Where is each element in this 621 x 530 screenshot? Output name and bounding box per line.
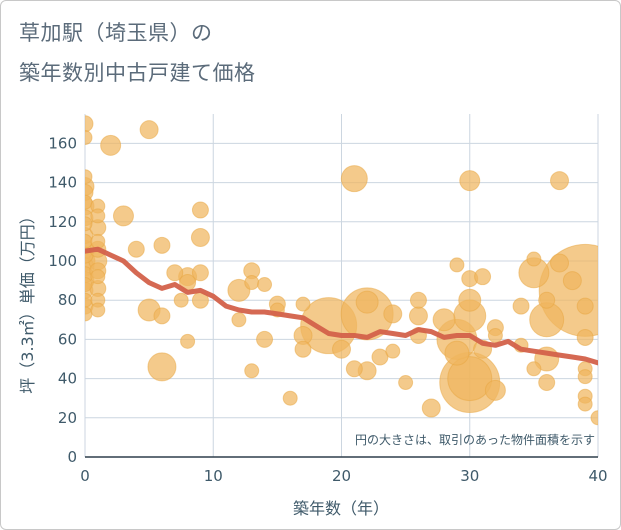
bubble-point (127, 240, 145, 258)
bubble-point (371, 348, 389, 366)
chart-title-line-1: 草加駅（埼玉県）の (19, 21, 213, 45)
bubble-point (408, 306, 428, 326)
bubble-point (383, 304, 403, 324)
x-tick-label: 40 (588, 467, 607, 485)
bubble-point (147, 352, 177, 382)
y-tick-label: 100 (48, 252, 77, 270)
bubble-point (90, 233, 106, 249)
bubble-point (85, 130, 93, 146)
bubble-point (166, 264, 184, 282)
bubble-point (458, 288, 482, 312)
bubble-point (345, 360, 363, 378)
x-tick-label: 30 (460, 467, 479, 485)
bubble-point (421, 398, 441, 418)
x-tick-label: 10 (204, 467, 223, 485)
bubble-point (139, 120, 159, 140)
bubble-point (90, 302, 106, 318)
size-annotation: 円の大きさは、取引のあった物件面積を示す (355, 432, 595, 447)
bubble-point (173, 292, 189, 308)
bubble-point (526, 251, 542, 267)
x-tick-label: 20 (332, 467, 351, 485)
x-tick-label: 0 (80, 467, 90, 485)
bubble-point (90, 269, 106, 285)
y-tick-label: 140 (48, 174, 77, 192)
bubble-point (256, 330, 274, 348)
bubble-point (444, 340, 470, 366)
bubble-point (191, 264, 209, 282)
bubble-point (474, 268, 492, 286)
bubble-point (576, 328, 594, 346)
bubble-point (484, 379, 506, 401)
grid (84, 114, 599, 458)
bubble-point (190, 227, 210, 247)
bubble-point (576, 297, 594, 315)
bubble-point (231, 312, 247, 328)
bubble-point (244, 363, 260, 379)
bubble-point (153, 236, 171, 254)
bubble-point (432, 308, 456, 332)
bubble-point (180, 333, 196, 349)
bubble-point (332, 339, 351, 359)
y-tick-label: 160 (48, 134, 77, 152)
bubble-point (512, 297, 530, 315)
trend-line (85, 246, 598, 366)
bubble-point (85, 277, 93, 293)
bubble-point (409, 291, 427, 309)
y-tick-label: 120 (48, 213, 77, 231)
bubble-point (191, 201, 209, 219)
trend-layer (85, 246, 598, 366)
bubble-point (577, 396, 593, 412)
bubble-point (85, 194, 93, 210)
bubble-point (487, 327, 503, 343)
bubble-point (538, 374, 556, 392)
bubble-point (562, 271, 582, 291)
bubble-point (85, 216, 93, 232)
y-axis-label: 坪（3.3㎡）単価（万円） (18, 208, 37, 393)
bubble-point (112, 205, 134, 227)
bubble-point (590, 410, 598, 426)
bubble-point (85, 306, 93, 322)
bubble-point (538, 291, 556, 309)
bubble-point (294, 340, 312, 358)
bubble-point (459, 170, 481, 192)
bubble-point (227, 278, 251, 302)
bubble-point (257, 277, 273, 293)
bubble-point (90, 208, 106, 224)
bubble-point (244, 275, 260, 291)
y-tick-label: 20 (58, 409, 77, 427)
bubble-point (100, 134, 122, 156)
bubble-point (340, 165, 368, 193)
bubble-point (295, 296, 311, 312)
y-tick-label: 80 (58, 291, 77, 309)
bubble-point (355, 290, 379, 314)
chart-title-line-2: 築年数別中古戸建て価格 (19, 61, 256, 85)
bubble-point (449, 257, 465, 273)
bubble-point (85, 292, 93, 308)
y-tick-label: 60 (58, 330, 77, 348)
bubble-point (550, 253, 570, 273)
bubble-point (282, 390, 298, 406)
bubble-point (85, 115, 94, 133)
bubble-point (550, 171, 570, 191)
bubble-point (447, 356, 493, 402)
bubble-point (85, 233, 93, 249)
bubble-point (385, 343, 401, 359)
bubble-point (153, 307, 171, 325)
bubble-layer (85, 115, 598, 426)
bubble-point (577, 369, 593, 385)
bubble-point (398, 375, 414, 391)
bubble-point (85, 169, 93, 185)
y-tick-label: 40 (58, 370, 77, 388)
x-axis-label: 築年数（年） (293, 499, 389, 518)
tick-labels: 0 10 20 30 40 0 20 40 60 80 100 120 140 160 (48, 134, 607, 485)
y-tick-label: 0 (67, 448, 77, 466)
bubble-point (526, 361, 542, 377)
